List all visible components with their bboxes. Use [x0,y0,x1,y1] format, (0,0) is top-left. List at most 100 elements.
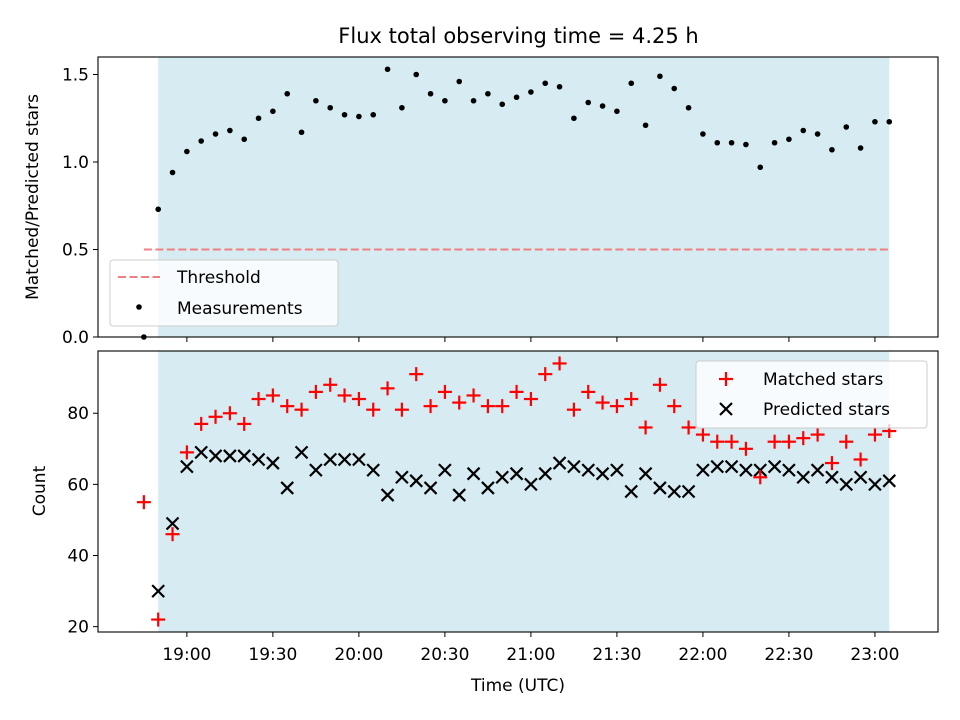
matched-point [652,377,667,392]
bottom-legend: Matched stars Predicted stars [695,360,928,429]
matched-point [351,392,366,407]
x-axis-label: Time (UTC) [470,676,565,696]
matched-point [853,452,868,467]
matched-point [595,395,610,410]
matched-point [810,427,825,442]
predicted-point [409,474,424,488]
matched-point [796,431,811,446]
matched-point [222,406,237,421]
measurement-point [585,99,592,106]
predicted-point [266,456,280,470]
measurement-point [456,78,463,85]
measurement-point [313,97,319,104]
bottom-y-tick-label: 60 [67,475,89,495]
legend-predicted-swatch [719,402,733,416]
predicted-point [538,466,553,481]
matched-point [667,399,682,414]
matched-point [724,434,739,449]
matched-point [251,392,266,407]
legend-threshold-label: Threshold [176,268,261,288]
matched-point [380,381,395,396]
matched-point [437,384,452,399]
top-legend-box [109,259,339,327]
matched-point [753,470,768,485]
predicted-point [724,459,739,474]
measurement-point [700,131,706,137]
measurement-point [556,83,563,90]
bottom-y-axis-label: Count [30,465,50,516]
bottom-legend-box [695,360,928,429]
matched-point [323,377,338,392]
matched-point [237,416,252,431]
matched-point [151,612,166,627]
x-tick-label: 19:00 [162,645,211,665]
measurement-point [642,122,649,129]
x-tick-label: 23:00 [850,645,899,665]
predicted-point [481,481,495,495]
measurement-point [413,71,420,78]
matched-point [552,356,567,371]
measurement-point [255,115,262,122]
predicted-point [767,459,782,474]
predicted-point [309,463,323,477]
predicted-point [868,477,882,492]
matched-point [710,434,725,449]
measurement-point [169,169,176,176]
matched-point [495,399,510,414]
predicted-point [237,449,251,463]
measurement-point [528,89,534,95]
matched-point [165,527,180,542]
matched-point [566,402,581,417]
measurement-point [298,129,305,136]
predicted-point [337,452,352,467]
measurement-point [284,90,291,97]
measurement-point [857,145,864,151]
predicted-point [194,445,208,460]
measurement-point [814,131,821,137]
measurement-point [886,118,893,125]
predicted-point [466,466,481,481]
measurement-point [599,103,606,109]
matched-point [781,434,796,449]
legend-matched-swatch [719,372,733,386]
measurement-point [270,108,276,115]
matched-point [394,402,409,417]
x-tick-label: 20:30 [420,645,469,665]
measurement-point [356,113,362,120]
matched-point [294,402,309,417]
measurement-point [499,101,506,108]
predicted-point [581,463,596,477]
top-y-axis-label: Matched/Predicted stars [23,94,43,300]
legend-predicted-label: Predicted stars [763,400,890,420]
measurement-point [485,90,491,97]
predicted-point [323,452,337,467]
predicted-point [853,470,868,485]
top-y-tick-label: 1.0 [62,153,89,173]
measurement-point [628,80,635,87]
x-tick-label: 21:00 [506,645,555,665]
predicted-point [352,452,366,467]
predicted-point [681,484,696,499]
matched-point [867,427,882,442]
measurement-point [829,146,835,153]
top-panel-frame [97,56,939,338]
predicted-point [882,474,897,488]
predicted-point [638,466,653,481]
predicted-point [610,463,624,477]
measurement-point [513,94,520,101]
measurement-point [470,97,477,104]
predicted-point [710,459,725,474]
matched-point [366,402,381,417]
predicted-point [495,470,510,485]
measurement-point [184,148,190,155]
measurement-point [714,139,721,146]
matched-point [308,384,323,399]
matched-point [638,420,653,435]
x-tick-label: 22:30 [764,645,813,665]
predicted-point [180,459,194,474]
measurement-point [427,90,434,97]
measurement-point [571,115,577,122]
measurement-point [384,66,391,73]
predicted-point [395,470,409,485]
